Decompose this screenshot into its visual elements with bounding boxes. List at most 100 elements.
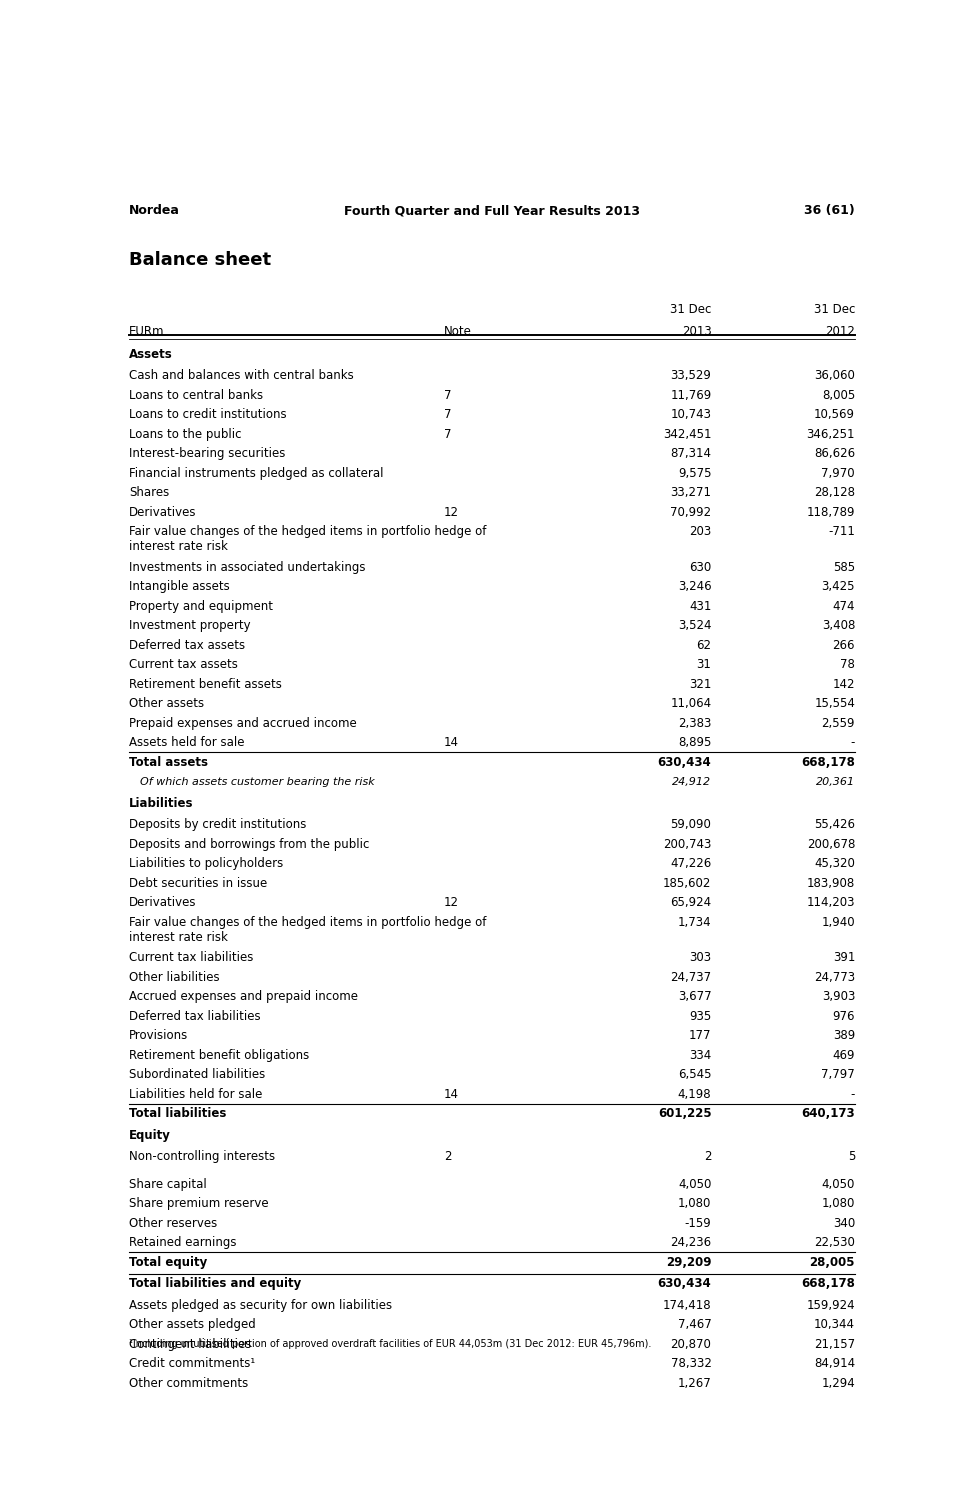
Text: Liabilities to policyholders: Liabilities to policyholders: [129, 857, 283, 870]
Text: 2012: 2012: [826, 324, 855, 338]
Text: 59,090: 59,090: [671, 817, 711, 831]
Text: 8,005: 8,005: [822, 389, 855, 401]
Text: 640,173: 640,173: [802, 1107, 855, 1120]
Text: 7,467: 7,467: [678, 1318, 711, 1332]
Text: Other assets pledged: Other assets pledged: [129, 1318, 255, 1332]
Text: 200,743: 200,743: [663, 837, 711, 851]
Text: Subordinated liabilities: Subordinated liabilities: [129, 1068, 265, 1081]
Text: -159: -159: [684, 1217, 711, 1229]
Text: 431: 431: [689, 600, 711, 612]
Text: Intangible assets: Intangible assets: [129, 581, 229, 593]
Text: 45,320: 45,320: [814, 857, 855, 870]
Text: Loans to central banks: Loans to central banks: [129, 389, 263, 401]
Text: 266: 266: [832, 638, 855, 651]
Text: Provisions: Provisions: [129, 1028, 188, 1042]
Text: 1,294: 1,294: [822, 1377, 855, 1390]
Text: 389: 389: [833, 1028, 855, 1042]
Text: 22,530: 22,530: [814, 1237, 855, 1249]
Text: 342,451: 342,451: [663, 428, 711, 440]
Text: Fourth Quarter and Full Year Results 2013: Fourth Quarter and Full Year Results 201…: [344, 204, 640, 217]
Text: Deposits by credit institutions: Deposits by credit institutions: [129, 817, 306, 831]
Text: 2013: 2013: [682, 324, 711, 338]
Text: 2: 2: [704, 1151, 711, 1163]
Text: Nordea: Nordea: [129, 204, 180, 217]
Text: 31 Dec: 31 Dec: [670, 303, 711, 315]
Text: 24,773: 24,773: [814, 971, 855, 983]
Text: Accrued expenses and prepaid income: Accrued expenses and prepaid income: [129, 991, 358, 1003]
Text: 20,361: 20,361: [816, 777, 855, 787]
Text: 183,908: 183,908: [806, 876, 855, 890]
Text: 114,203: 114,203: [806, 896, 855, 909]
Text: 2,559: 2,559: [822, 716, 855, 730]
Text: Liabilities: Liabilities: [129, 796, 193, 810]
Text: 24,236: 24,236: [670, 1237, 711, 1249]
Text: Deferred tax assets: Deferred tax assets: [129, 638, 245, 651]
Text: 47,226: 47,226: [670, 857, 711, 870]
Text: Assets held for sale: Assets held for sale: [129, 736, 245, 749]
Text: 21,157: 21,157: [814, 1338, 855, 1351]
Text: 15,554: 15,554: [814, 697, 855, 710]
Text: 5: 5: [848, 1151, 855, 1163]
Text: 118,789: 118,789: [806, 505, 855, 519]
Text: 2,383: 2,383: [678, 716, 711, 730]
Text: 303: 303: [689, 952, 711, 964]
Text: 6,545: 6,545: [678, 1068, 711, 1081]
Text: Current tax liabilities: Current tax liabilities: [129, 952, 253, 964]
Text: 84,914: 84,914: [814, 1357, 855, 1371]
Text: 203: 203: [689, 525, 711, 538]
Text: 33,529: 33,529: [671, 369, 711, 382]
Text: 65,924: 65,924: [670, 896, 711, 909]
Text: Total equity: Total equity: [129, 1256, 207, 1268]
Text: Investment property: Investment property: [129, 620, 251, 632]
Text: 177: 177: [689, 1028, 711, 1042]
Text: 28,005: 28,005: [809, 1256, 855, 1268]
Text: Current tax assets: Current tax assets: [129, 657, 238, 671]
Text: 935: 935: [689, 1009, 711, 1022]
Text: 1,734: 1,734: [678, 915, 711, 929]
Text: 11,064: 11,064: [670, 697, 711, 710]
Text: 585: 585: [833, 561, 855, 573]
Text: Credit commitments¹: Credit commitments¹: [129, 1357, 255, 1371]
Text: 1,940: 1,940: [822, 915, 855, 929]
Text: 62: 62: [697, 638, 711, 651]
Text: 321: 321: [689, 677, 711, 691]
Text: 28,128: 28,128: [814, 486, 855, 499]
Text: 1,080: 1,080: [678, 1197, 711, 1211]
Text: 391: 391: [832, 952, 855, 964]
Text: 10,344: 10,344: [814, 1318, 855, 1332]
Text: 976: 976: [832, 1009, 855, 1022]
Text: 668,178: 668,178: [802, 756, 855, 769]
Text: 7: 7: [444, 409, 451, 421]
Text: Total liabilities and equity: Total liabilities and equity: [129, 1277, 301, 1291]
Text: Assets: Assets: [129, 347, 173, 360]
Text: 31: 31: [697, 657, 711, 671]
Text: 174,418: 174,418: [662, 1298, 711, 1312]
Text: Share capital: Share capital: [129, 1178, 206, 1191]
Text: 601,225: 601,225: [658, 1107, 711, 1120]
Text: Non-controlling interests: Non-controlling interests: [129, 1151, 276, 1163]
Text: 3,425: 3,425: [822, 581, 855, 593]
Text: Other assets: Other assets: [129, 697, 204, 710]
Text: 7: 7: [444, 428, 451, 440]
Text: 11,769: 11,769: [670, 389, 711, 401]
Text: 12: 12: [444, 505, 459, 519]
Text: 3,903: 3,903: [822, 991, 855, 1003]
Text: 469: 469: [832, 1048, 855, 1062]
Text: 630: 630: [689, 561, 711, 573]
Text: 12: 12: [444, 896, 459, 909]
Text: 36,060: 36,060: [814, 369, 855, 382]
Text: 9,575: 9,575: [678, 466, 711, 480]
Text: 14: 14: [444, 736, 459, 749]
Text: 33,271: 33,271: [670, 486, 711, 499]
Text: 29,209: 29,209: [666, 1256, 711, 1268]
Text: ¹Including unutilised portion of approved overdraft facilities of EUR 44,053m (3: ¹Including unutilised portion of approve…: [129, 1339, 651, 1348]
Text: Equity: Equity: [129, 1128, 171, 1142]
Text: Share premium reserve: Share premium reserve: [129, 1197, 269, 1211]
Text: Other liabilities: Other liabilities: [129, 971, 220, 983]
Text: Debt securities in issue: Debt securities in issue: [129, 876, 267, 890]
Text: 4,050: 4,050: [822, 1178, 855, 1191]
Text: 24,912: 24,912: [672, 777, 711, 787]
Text: 334: 334: [689, 1048, 711, 1062]
Text: 200,678: 200,678: [806, 837, 855, 851]
Text: Financial instruments pledged as collateral: Financial instruments pledged as collate…: [129, 466, 383, 480]
